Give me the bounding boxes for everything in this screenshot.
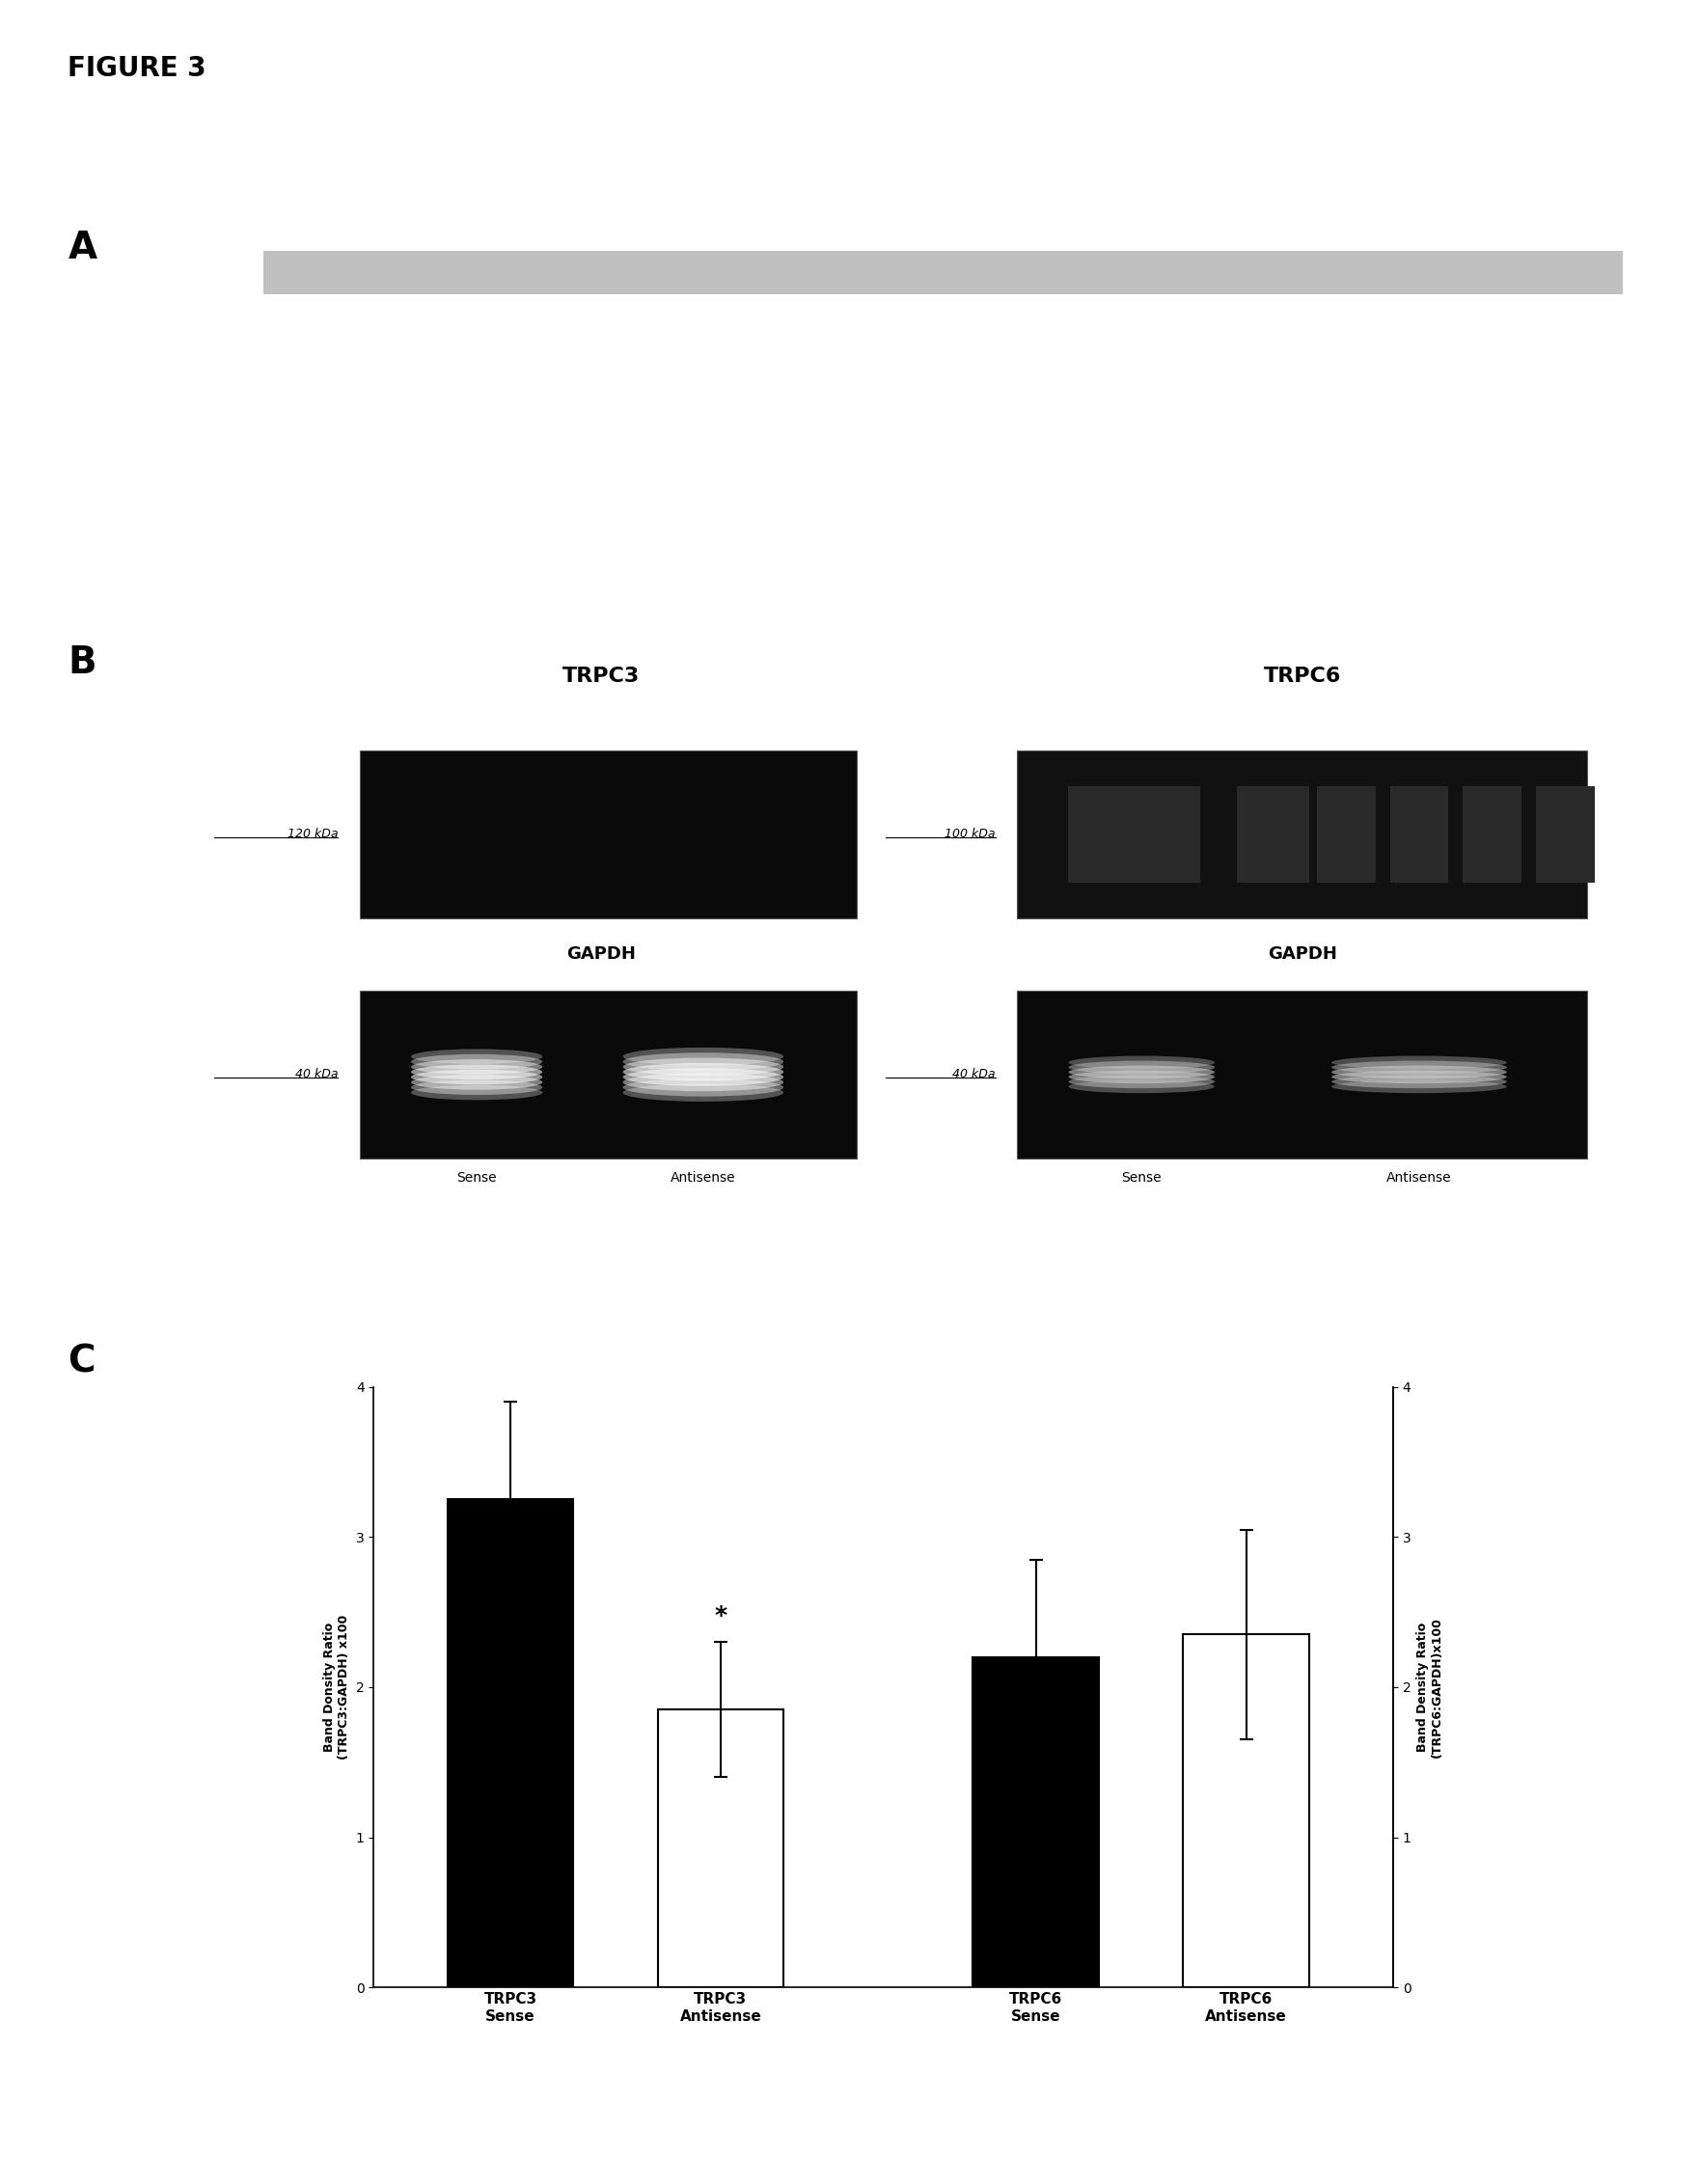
Ellipse shape — [411, 1075, 542, 1090]
Ellipse shape — [624, 1057, 783, 1077]
Ellipse shape — [1332, 1070, 1507, 1083]
Ellipse shape — [624, 1048, 783, 1066]
Y-axis label: Band Density Ratio
(TRPC6:GAPDH)x100: Band Density Ratio (TRPC6:GAPDH)x100 — [1417, 1616, 1444, 1758]
Text: 50μm: 50μm — [297, 559, 326, 568]
Text: TRPC3: TRPC3 — [562, 666, 639, 686]
Ellipse shape — [624, 1068, 783, 1085]
Text: *: * — [714, 1603, 727, 1627]
Ellipse shape — [1069, 1066, 1215, 1079]
Text: GAPDH: GAPDH — [1267, 946, 1337, 963]
Ellipse shape — [1069, 1079, 1215, 1094]
Bar — [263, 251, 1623, 295]
Bar — [1018, 749, 1587, 917]
Ellipse shape — [624, 1053, 783, 1070]
Ellipse shape — [1069, 1075, 1215, 1088]
Text: FIGURE 3: FIGURE 3 — [68, 55, 207, 81]
Ellipse shape — [1069, 1061, 1215, 1075]
Ellipse shape — [1069, 1070, 1215, 1083]
Text: Sense: Sense — [457, 1171, 496, 1184]
Ellipse shape — [411, 1048, 542, 1064]
Ellipse shape — [1332, 1066, 1507, 1079]
Ellipse shape — [1332, 1075, 1507, 1088]
Text: 120 kDa: 120 kDa — [287, 828, 338, 841]
Text: C: C — [68, 1343, 95, 1380]
Ellipse shape — [624, 1079, 783, 1096]
Text: B: B — [68, 644, 97, 681]
Text: A: A — [68, 229, 97, 266]
Text: Antisense: Antisense — [671, 1171, 736, 1184]
Text: PBS: PBS — [1218, 321, 1266, 341]
Ellipse shape — [411, 1070, 542, 1085]
Ellipse shape — [411, 1059, 542, 1075]
Bar — [1142, 786, 1199, 882]
Bar — [1463, 786, 1522, 882]
Y-axis label: Band Donsity Ratio
(TRPC3:GAPDH) x100: Band Donsity Ratio (TRPC3:GAPDH) x100 — [323, 1614, 350, 1760]
Bar — [1069, 786, 1142, 882]
Text: TRPC6: TRPC6 — [1264, 666, 1341, 686]
Text: 40 kDa: 40 kDa — [296, 1068, 338, 1081]
Text: GAPDH: GAPDH — [566, 946, 635, 963]
Bar — [1317, 786, 1376, 882]
Bar — [291, 583, 413, 594]
Bar — [1390, 786, 1449, 882]
Ellipse shape — [1332, 1061, 1507, 1075]
Bar — [974, 1658, 1099, 1987]
Text: 40 kDa: 40 kDa — [953, 1068, 996, 1081]
Bar — [360, 989, 856, 1158]
Bar — [1183, 1634, 1310, 1987]
Ellipse shape — [1069, 1055, 1215, 1070]
Ellipse shape — [624, 1083, 783, 1101]
Bar — [1237, 786, 1310, 882]
Ellipse shape — [624, 1064, 783, 1081]
Ellipse shape — [624, 1072, 783, 1092]
Bar — [360, 749, 856, 917]
Ellipse shape — [411, 1064, 542, 1079]
Ellipse shape — [1332, 1079, 1507, 1094]
Bar — [447, 1500, 574, 1987]
Ellipse shape — [411, 1085, 542, 1101]
Bar — [1536, 786, 1595, 882]
Ellipse shape — [1332, 1055, 1507, 1070]
Text: 100 kDa: 100 kDa — [945, 828, 996, 841]
Text: Sense: Sense — [1121, 1171, 1162, 1184]
Bar — [658, 1710, 783, 1987]
Text: Antisense: Antisense — [1386, 1171, 1453, 1184]
Text: R-P: R-P — [542, 321, 583, 341]
Bar — [1018, 989, 1587, 1158]
Ellipse shape — [411, 1055, 542, 1070]
Ellipse shape — [411, 1079, 542, 1094]
